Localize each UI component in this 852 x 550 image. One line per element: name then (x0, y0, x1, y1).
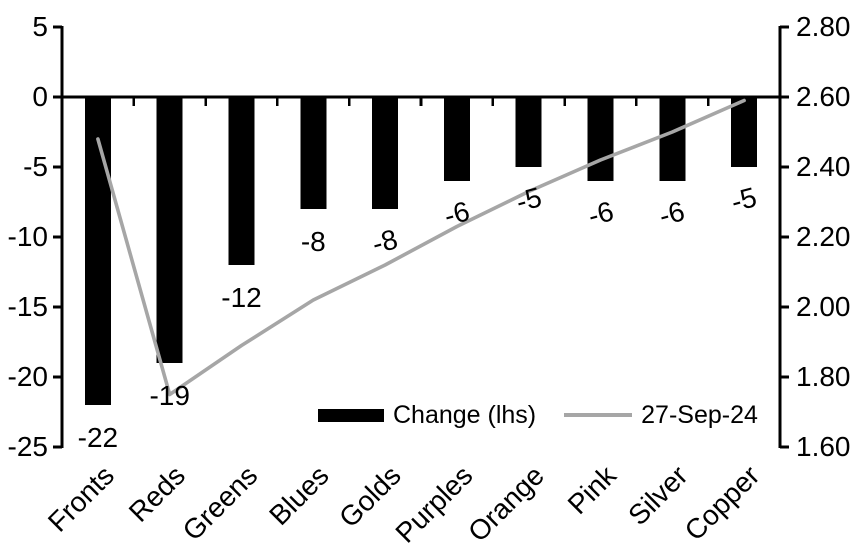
left-axis-tick-label: 0 (32, 81, 48, 112)
left-axis-tick-label: 5 (32, 11, 48, 42)
bar (84, 97, 111, 405)
bar-value-label: -12 (221, 282, 262, 313)
bar (443, 97, 470, 181)
left-axis-tick-label: -5 (23, 151, 48, 182)
right-axis-tick-label: 1.80 (796, 361, 851, 392)
right-axis-tick-label: 2.20 (796, 221, 851, 252)
right-axis-tick-label: 2.00 (796, 291, 851, 322)
bar (731, 97, 758, 167)
bar (372, 97, 399, 209)
right-axis-tick-label: 2.40 (796, 151, 851, 182)
legend-label-bar-series: Change (lhs) (393, 401, 537, 429)
left-axis-tick-label: -25 (7, 431, 48, 462)
left-axis-tick-label: -15 (7, 291, 48, 322)
bar (659, 97, 686, 181)
legend-line-swatch (564, 413, 633, 417)
bar (156, 97, 183, 363)
left-axis-tick-label: -20 (7, 361, 48, 392)
series-line (96, 98, 746, 397)
bar (300, 97, 327, 209)
right-axis-tick-label: 2.60 (796, 81, 851, 112)
legend-label-line-series: 27-Sep-24 (641, 401, 758, 429)
bar-value-label: -22 (77, 422, 119, 453)
legend-bar-swatch (318, 408, 384, 422)
bar-value-label: -8 (300, 226, 326, 257)
bar (515, 97, 542, 167)
right-axis-tick-label: 1.60 (796, 431, 851, 462)
legend: Change (lhs) 27-Sep-24 (318, 401, 758, 429)
right-axis-tick-label: 2.80 (796, 11, 851, 42)
bar (228, 97, 255, 265)
left-axis-tick-label: -10 (7, 221, 48, 252)
bar (587, 97, 614, 181)
bar-value-label: -19 (149, 380, 190, 411)
